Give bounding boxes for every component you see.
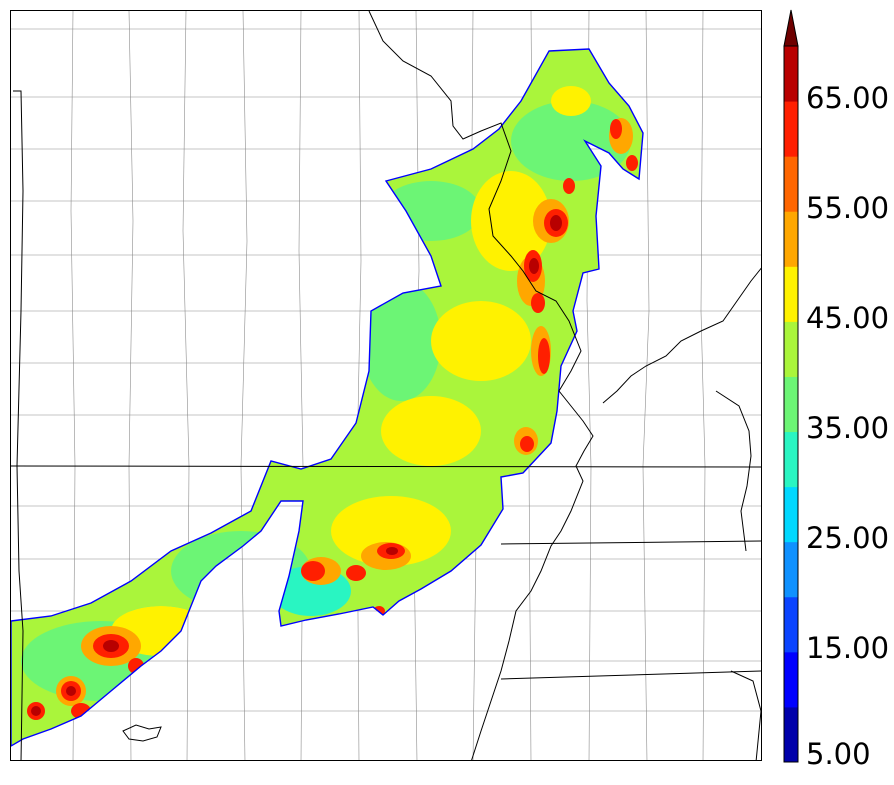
colorbar-tick-label: 55.00	[806, 191, 890, 225]
colorbar-segment	[784, 486, 798, 543]
colorbar-border	[783, 45, 799, 763]
state-boundaries	[11, 11, 761, 760]
colorbar-tick-label: 5.00	[806, 737, 871, 771]
colorbar	[783, 9, 799, 763]
colorbar-segment	[784, 266, 798, 322]
colorbar-segment	[784, 651, 798, 708]
field-outline	[11, 48, 644, 747]
colorbar-segment	[784, 46, 798, 102]
colorbar-segment	[784, 706, 798, 763]
colorbar-segment	[784, 376, 798, 433]
colorbar-segment	[784, 321, 798, 377]
colorbar-segment	[784, 541, 798, 598]
colorbar-tick-label: 35.00	[806, 411, 890, 445]
colorbar-segment	[784, 101, 798, 157]
colorbar-extend-arrow	[783, 9, 799, 47]
reflectivity-field	[11, 48, 644, 747]
colorbar-segment	[784, 211, 798, 267]
colorbar-tick-label: 45.00	[806, 301, 890, 335]
colorbar-tick-label: 15.00	[806, 631, 890, 665]
colorbar-segment	[784, 156, 798, 212]
colorbar-segment	[784, 596, 798, 653]
colorbar-tick-label: 65.00	[806, 81, 890, 115]
reflectivity-map	[11, 11, 761, 760]
map-panel	[10, 10, 762, 761]
colorbar-tick-label: 25.00	[806, 521, 890, 555]
colorbar-segment	[784, 431, 798, 488]
